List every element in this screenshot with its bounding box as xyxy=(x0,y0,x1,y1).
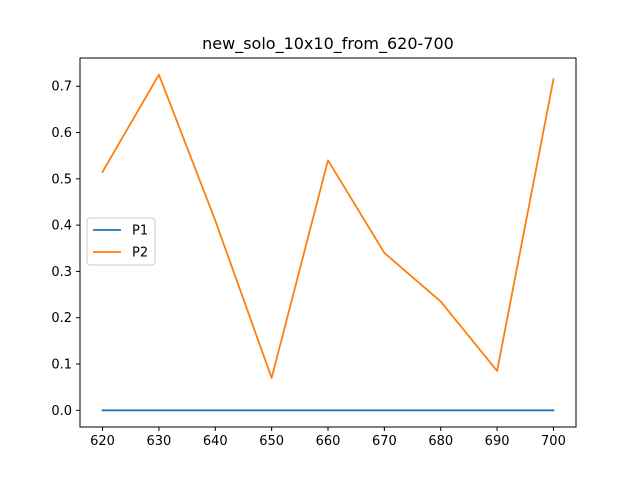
chart-title: new_solo_10x10_from_620-700 xyxy=(202,34,454,54)
x-tick-label: 630 xyxy=(146,434,171,449)
legend-label-p2: P2 xyxy=(132,246,148,261)
y-tick-label: 0.1 xyxy=(51,358,72,373)
series-line-p2 xyxy=(101,73,555,379)
x-tick-label: 620 xyxy=(90,434,115,449)
y-tick-label: 0.3 xyxy=(51,265,72,280)
y-tick-label: 0.7 xyxy=(51,80,72,95)
x-tick-label: 690 xyxy=(485,434,510,449)
x-tick-label: 660 xyxy=(316,434,341,449)
x-tick-label: 650 xyxy=(259,434,284,449)
y-tick-label: 0.2 xyxy=(51,311,72,326)
x-tick-label: 700 xyxy=(541,434,566,449)
legend-label-p1: P1 xyxy=(132,224,148,239)
x-tick-label: 670 xyxy=(372,434,397,449)
y-tick-label: 0.6 xyxy=(51,126,72,141)
axes: 620 630 640 650 660 670 680 690 700 0.0 0.1 0.2 0.3 0… xyxy=(51,57,577,449)
y-tick-label: 0.5 xyxy=(51,172,72,187)
y-tick-label: 0.0 xyxy=(51,404,72,419)
y-tick-label: 0.4 xyxy=(51,219,72,234)
x-tick-label: 640 xyxy=(203,434,228,449)
x-tick-label: 680 xyxy=(428,434,453,449)
plot-area xyxy=(101,73,555,412)
